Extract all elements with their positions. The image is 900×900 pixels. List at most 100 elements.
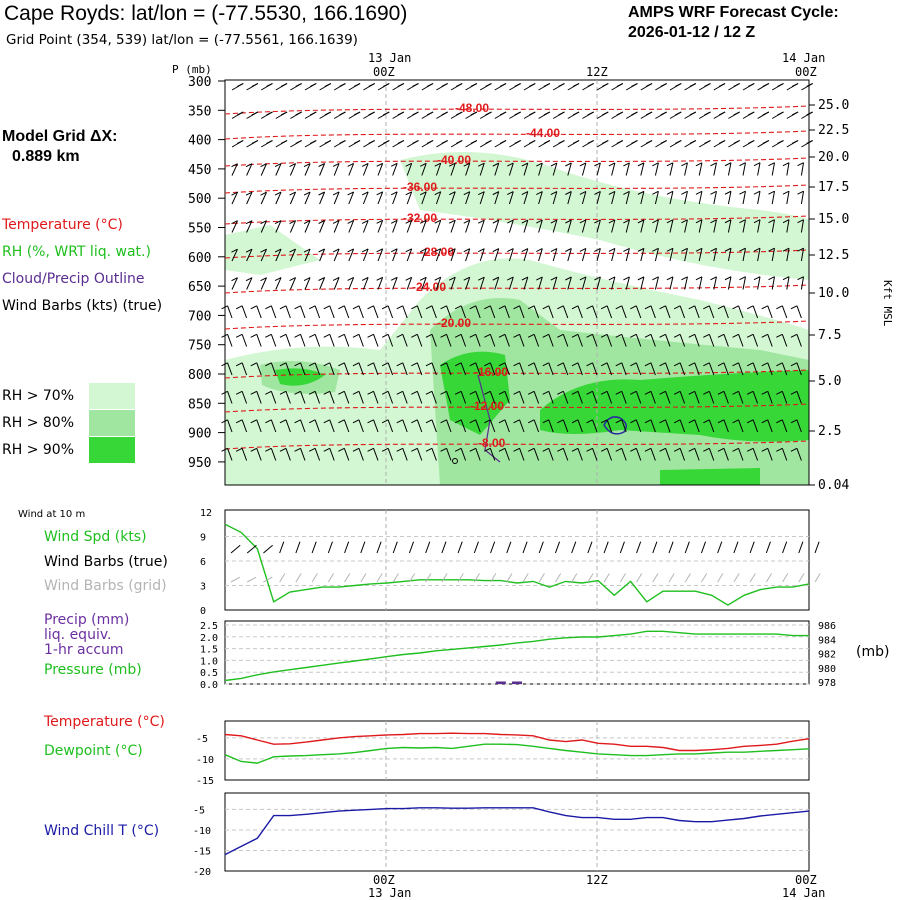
wind-barb [475,448,481,461]
isotherm-label: -36.00 [403,180,437,194]
wind-barb [708,362,715,376]
isotherm-label: -24.00 [412,280,446,294]
isotherm-line [224,157,810,167]
wind-barb [314,334,321,347]
wind-barb [738,305,744,319]
wind-barb-flag [492,219,499,224]
wind-barb [329,362,335,376]
height-tick: 12.5 [818,248,849,263]
wind-barb [450,277,456,290]
wind-barb-flag [361,219,369,224]
wind-barb [635,419,642,433]
wind-barb [329,305,335,319]
wind-barb [757,276,761,290]
wind-barb-flag [498,447,506,452]
wind-barb-flag [390,248,398,253]
wind-barb [592,448,598,461]
wind-barb-flag [425,447,433,452]
wind-barb [421,220,427,233]
wind-barb-flag [557,447,564,452]
wind-barb [416,391,423,404]
wind-barb-flag [587,140,594,144]
isotherm-line [224,440,810,450]
grid-wind-barb [392,573,399,583]
wind-barb-flag [381,419,389,424]
wind-barb [538,219,543,233]
wind-barb-flag [339,140,346,144]
true-wind-barb [798,541,804,554]
wind-barb [781,419,788,433]
wind-barb-flag [527,390,535,395]
wind-barb-flag [434,162,441,167]
wind-barb [606,419,613,433]
wind-barb-flag [565,276,572,281]
wind-barb [665,362,671,376]
wind-barb-flag [470,83,478,87]
wind-barb-flag [768,219,775,224]
wind-barb-flag [600,419,608,424]
wind-barb-flag [289,220,296,225]
wind-barb [679,391,686,404]
true-wind-barb [279,541,285,554]
wind-barb [475,334,481,347]
wind-barb [708,334,715,347]
wind-barb-flag [266,111,273,116]
wind-barb [635,305,642,319]
wind-barb [460,419,467,433]
wind-barb-flag [303,277,311,281]
wind-barb [402,391,408,404]
wind-barb [358,448,364,461]
wind-barb [581,248,587,262]
wind-barb-flag [332,248,340,253]
wind-barb-flag [498,305,506,310]
wind-barb [538,276,543,290]
wind-barb-flag [250,305,257,310]
isotherm-line [224,284,810,294]
wind-barb-flag [586,362,593,367]
wind-barb [519,419,525,433]
wind-barb-flag [274,248,282,253]
wind-barb-flag [469,447,476,452]
wind-barb-flag [353,83,361,87]
wind-barb-flag [405,248,412,253]
wind-barb [285,448,291,461]
wind-barb [460,305,467,319]
wind-barb-flag [776,419,783,424]
forecast-cycle: AMPS WRF Forecast Cycle: 2026-01-12 / 12… [628,3,839,43]
wind-barb-flag [608,162,616,167]
wind-barb-flag [542,333,549,338]
wind-barb-flag [323,390,330,395]
wind-barb [508,219,514,233]
wind-barb [392,248,398,262]
pressure-right-tick: 980 [818,664,836,675]
wind-barb [343,448,350,461]
grid-wind-barb [555,573,562,583]
pressure-tick: 950 [188,456,211,471]
wind-barb [256,362,262,376]
wind-barb [475,419,481,433]
wind-barb-flag [507,191,514,196]
wind-barb [446,305,452,319]
wind-barb-flag [695,190,703,195]
wind-barb-flag [274,220,282,225]
wind-barb-flag [587,83,594,87]
wind-barb-flag [761,419,768,424]
wind-barb-flag [748,83,755,87]
wind-barb [708,419,715,433]
wind-barb [654,191,659,205]
bottom-time-tick: 12Z [586,873,608,887]
wind-barb-flag [615,419,622,424]
true-wind-barb [408,541,415,554]
wind-barb-flag [777,111,784,116]
grid-wind-barb [652,573,659,583]
wind-barb [289,220,297,233]
wind-barb [771,191,775,205]
wind-barb-flag [768,276,775,281]
wind-barb [246,191,253,205]
wind-barb [241,419,248,433]
grid-wind-barb [425,573,432,583]
wind-barb-flag [381,362,389,367]
legend-rh70: RH > 70% [2,388,75,404]
wind-barb [621,419,627,433]
wind-barb [508,162,514,176]
